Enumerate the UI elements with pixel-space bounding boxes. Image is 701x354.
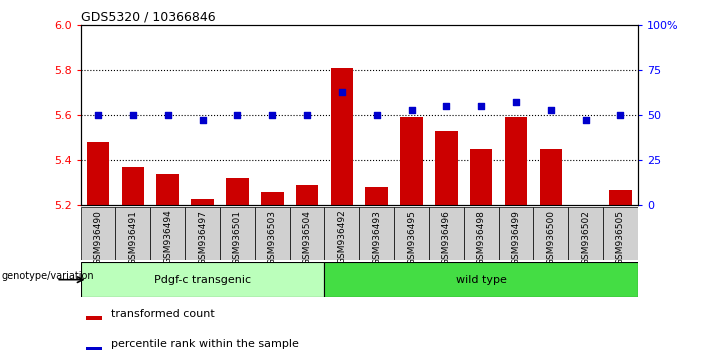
Bar: [470, 149, 493, 205]
Bar: [150, 207, 185, 260]
Bar: [325, 207, 359, 260]
Text: GSM936493: GSM936493: [372, 210, 381, 265]
Text: GSM936491: GSM936491: [128, 210, 137, 265]
Bar: [185, 207, 220, 260]
Bar: [400, 117, 423, 205]
Point: [336, 89, 348, 95]
Point: [406, 107, 417, 113]
Bar: [365, 187, 388, 205]
Text: GSM936499: GSM936499: [512, 210, 521, 265]
Point: [93, 112, 104, 118]
Bar: [261, 192, 283, 205]
Bar: [86, 316, 102, 320]
Bar: [121, 167, 144, 205]
Text: GSM936503: GSM936503: [268, 210, 277, 265]
Text: genotype/variation: genotype/variation: [1, 271, 94, 281]
Bar: [226, 178, 249, 205]
Bar: [81, 207, 116, 260]
Bar: [429, 207, 464, 260]
Bar: [569, 207, 603, 260]
Point: [545, 107, 557, 113]
Bar: [603, 207, 638, 260]
Point: [510, 99, 522, 105]
Bar: [505, 117, 527, 205]
Text: GSM936490: GSM936490: [93, 210, 102, 265]
Bar: [498, 207, 533, 260]
Point: [162, 112, 173, 118]
Text: GSM936492: GSM936492: [337, 210, 346, 264]
Bar: [609, 189, 632, 205]
Bar: [191, 199, 214, 205]
Bar: [220, 207, 254, 260]
Text: Pdgf-c transgenic: Pdgf-c transgenic: [154, 275, 251, 285]
Text: GSM936504: GSM936504: [303, 210, 311, 265]
Bar: [296, 185, 318, 205]
Text: GSM936495: GSM936495: [407, 210, 416, 265]
Bar: [156, 174, 179, 205]
Bar: [540, 149, 562, 205]
Point: [580, 118, 591, 123]
Text: GSM936501: GSM936501: [233, 210, 242, 265]
Text: percentile rank within the sample: percentile rank within the sample: [111, 339, 299, 349]
Bar: [325, 262, 638, 297]
Bar: [116, 207, 150, 260]
Bar: [394, 207, 429, 260]
Point: [232, 112, 243, 118]
Text: GSM936500: GSM936500: [546, 210, 555, 265]
Text: GSM936505: GSM936505: [616, 210, 625, 265]
Text: GDS5320 / 10366846: GDS5320 / 10366846: [81, 11, 215, 24]
Text: GSM936502: GSM936502: [581, 210, 590, 265]
Bar: [87, 142, 109, 205]
Point: [197, 118, 208, 123]
Point: [266, 112, 278, 118]
Bar: [533, 207, 569, 260]
Point: [371, 112, 382, 118]
Text: GSM936496: GSM936496: [442, 210, 451, 265]
Text: GSM936494: GSM936494: [163, 210, 172, 264]
Bar: [359, 207, 394, 260]
Text: transformed count: transformed count: [111, 309, 215, 319]
Bar: [435, 131, 458, 205]
Point: [128, 112, 139, 118]
Point: [441, 103, 452, 109]
Point: [615, 112, 626, 118]
Bar: [254, 207, 290, 260]
Bar: [81, 262, 325, 297]
Text: wild type: wild type: [456, 275, 507, 285]
Point: [475, 103, 486, 109]
Bar: [86, 347, 102, 350]
Bar: [464, 207, 498, 260]
Text: GSM936498: GSM936498: [477, 210, 486, 265]
Point: [301, 112, 313, 118]
Bar: [331, 68, 353, 205]
Bar: [290, 207, 325, 260]
Text: GSM936497: GSM936497: [198, 210, 207, 265]
